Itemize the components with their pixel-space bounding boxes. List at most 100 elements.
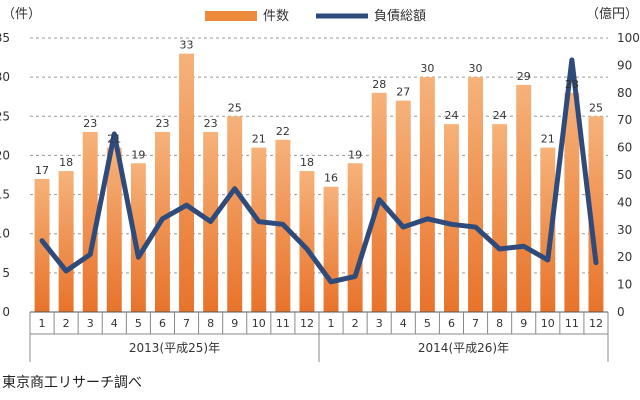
bar-value-label: 30 — [420, 62, 434, 75]
bar-value-label: 18 — [300, 156, 314, 169]
bar — [82, 131, 98, 312]
bar — [227, 116, 243, 313]
right-tick-label: 80 — [617, 86, 632, 100]
bar — [179, 53, 195, 313]
bar-value-label: 23 — [155, 117, 169, 130]
debt-line — [39, 57, 599, 285]
year-group-label: 2014(平成26)年 — [418, 341, 509, 355]
line-series — [39, 57, 599, 285]
bar — [443, 124, 459, 312]
bar — [395, 100, 411, 312]
bar-series — [34, 53, 604, 313]
legend-line-label: 負債総額 — [374, 9, 426, 24]
bar-value-label: 22 — [276, 125, 290, 138]
category-label: 8 — [207, 317, 214, 330]
left-axis-unit: （件） — [2, 7, 41, 22]
right-tick-label: 90 — [617, 58, 632, 72]
right-tick-label: 0 — [617, 305, 625, 319]
category-label: 7 — [472, 317, 479, 330]
bar — [130, 163, 146, 312]
right-tick-label: 10 — [617, 278, 632, 292]
data-labels: 17 18 23 21 19 23 33 23 25 21 22 18 16 19 28 27 30 24 30 24… — [35, 39, 603, 185]
bar-value-label: 17 — [35, 164, 49, 177]
source-note: 東京商工リサーチ調べ — [2, 375, 142, 391]
category-label: 6 — [159, 317, 166, 330]
category-label: 8 — [496, 317, 503, 330]
right-axis-unit: （億円） — [586, 6, 638, 22]
left-tick-label: 0 — [2, 305, 10, 319]
bar — [516, 84, 532, 312]
bar — [468, 77, 484, 313]
category-label: 12 — [589, 317, 603, 330]
category-label: 10 — [541, 317, 555, 330]
category-label: 4 — [400, 317, 407, 330]
year-group-label: 2013(平成25)年 — [129, 341, 220, 355]
category-label: 3 — [376, 317, 383, 330]
left-tick-label: 20 — [0, 148, 10, 162]
category-label: 1 — [39, 317, 46, 330]
left-tick-label: 5 — [2, 266, 10, 280]
category-label: 10 — [252, 317, 266, 330]
bar-value-label: 25 — [589, 101, 603, 114]
right-tick-label: 70 — [617, 113, 632, 127]
bar — [34, 178, 50, 312]
category-label: 7 — [183, 317, 190, 330]
left-tick-label: 15 — [0, 188, 10, 202]
bar-value-label: 27 — [396, 86, 410, 99]
bar — [419, 77, 435, 313]
bar — [106, 147, 122, 312]
bar-value-label: 24 — [444, 109, 458, 122]
right-tick-label: 40 — [617, 195, 632, 209]
category-label: 9 — [520, 317, 527, 330]
bar-value-label: 16 — [324, 172, 338, 185]
bar — [540, 147, 556, 312]
bar-value-label: 24 — [493, 109, 507, 122]
right-tick-label: 100 — [617, 31, 640, 45]
bar-value-label: 19 — [131, 148, 145, 161]
bar — [564, 92, 580, 312]
right-tick-label: 20 — [617, 250, 632, 264]
bar — [588, 116, 604, 313]
bar-value-label: 21 — [541, 133, 555, 146]
category-label: 11 — [276, 317, 290, 330]
legend: 件数 負債総額 — [205, 9, 426, 24]
bar-value-label: 18 — [59, 156, 73, 169]
bar — [251, 147, 267, 312]
bar — [347, 163, 363, 312]
bar-value-label: 21 — [107, 133, 121, 146]
bar-value-label: 28 — [372, 78, 386, 91]
category-label: 5 — [424, 317, 431, 330]
legend-bar-swatch — [205, 11, 257, 21]
bar — [299, 171, 315, 312]
category-label: 11 — [565, 317, 579, 330]
category-label: 3 — [87, 317, 94, 330]
right-tick-label: 60 — [617, 141, 632, 155]
category-label: 5 — [135, 317, 142, 330]
category-label: 9 — [231, 317, 238, 330]
axes: 051015202530350102030405060708090100（件）（… — [0, 6, 640, 362]
bar-value-label: 30 — [469, 62, 483, 75]
right-tick-label: 30 — [617, 223, 632, 237]
category-label: 6 — [448, 317, 455, 330]
bar-value-label: 33 — [180, 39, 194, 52]
category-label: 2 — [63, 317, 70, 330]
bar — [492, 124, 508, 312]
bar-value-label: 29 — [517, 70, 531, 83]
left-tick-label: 10 — [0, 227, 10, 241]
left-tick-label: 25 — [0, 109, 10, 123]
left-tick-label: 35 — [0, 31, 10, 45]
category-label: 1 — [328, 317, 335, 330]
bar-value-label: 23 — [204, 117, 218, 130]
category-label: 2 — [352, 317, 359, 330]
bar — [58, 171, 74, 312]
right-tick-label: 50 — [617, 168, 632, 182]
legend-bar-label: 件数 — [263, 9, 289, 24]
bar-value-label: 28 — [565, 78, 579, 91]
category-label: 12 — [300, 317, 314, 330]
bar — [323, 186, 339, 312]
left-tick-label: 30 — [0, 70, 10, 84]
bar-value-label: 23 — [83, 117, 97, 130]
bar-value-label: 25 — [228, 101, 242, 114]
bar-value-label: 19 — [348, 148, 362, 161]
bar-value-label: 21 — [252, 133, 266, 146]
